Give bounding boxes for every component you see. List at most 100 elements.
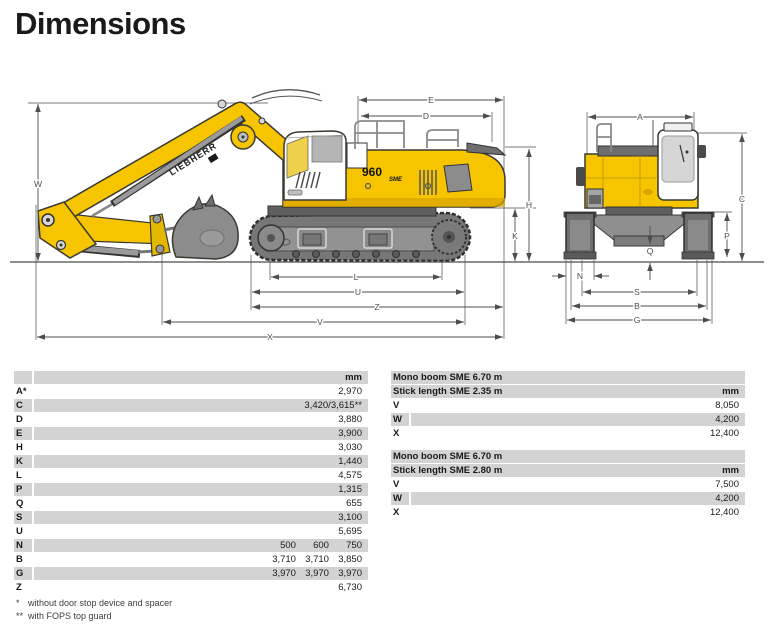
dimension-value: 4,200	[410, 491, 745, 506]
dim-label-e: E	[428, 95, 434, 105]
rear-view-machine	[563, 120, 715, 260]
footnote-text: with FOPS top guard	[28, 610, 112, 621]
footnotes: * without door stop device and spacer ** w…	[16, 597, 172, 622]
footnote: * without door stop device and spacer	[16, 597, 172, 610]
dimension-value: 3,100	[33, 510, 368, 525]
main-dimensions-table: mm A* 2,970 C 3,420/3,615** D 3,880 E 3,900 …	[14, 371, 368, 595]
table-row: E 3,900	[14, 426, 368, 441]
dimension-value: 3,970	[301, 566, 335, 581]
model-badge: 960	[362, 165, 382, 179]
dimension-label: Z	[14, 580, 34, 595]
hydraulic-hoses	[251, 89, 321, 99]
table-row: P 1,315	[14, 482, 368, 497]
dimension-value: 655	[33, 496, 368, 511]
table-row: U 5,695	[14, 524, 368, 539]
dimension-label: A*	[14, 384, 34, 399]
boom-header: Mono boom SME 6.70 m	[391, 450, 745, 464]
table-row: S 3,100	[14, 510, 368, 525]
side-view-machine: 960 SME LIEBHERR	[37, 89, 507, 263]
table-row: K 1,440	[14, 454, 368, 469]
dimension-label: W	[391, 491, 411, 506]
dimension-label: X	[391, 505, 411, 520]
dimension-label: H	[14, 440, 34, 455]
table-header-row: Stick length SME 2.35 m mm	[391, 384, 745, 399]
dimension-label: Q	[14, 496, 34, 511]
dim-label-k: K	[512, 231, 518, 241]
dimension-label: C	[14, 398, 34, 413]
boom-header: Mono boom SME 6.70 m	[391, 371, 745, 385]
table-header-row: mm	[14, 371, 368, 385]
dimension-value: 1,440	[33, 454, 368, 469]
liebherr-flag-icon	[207, 153, 219, 164]
dim-label-u: U	[355, 287, 361, 297]
table-row: B 3,710 3,710 3,850	[14, 552, 368, 567]
table-row: W 4,200	[391, 491, 745, 506]
dimension-value: 3,880	[33, 412, 368, 427]
dimension-value: 3,420/3,615**	[33, 398, 368, 413]
dim-label-w: W	[34, 179, 42, 189]
dimension-value: 1,315	[33, 482, 368, 497]
table-header-row: Mono boom SME 6.70 m	[391, 371, 745, 385]
dimension-label: P	[14, 482, 34, 497]
dimension-label: K	[14, 454, 34, 469]
stick-length-label: Stick length SME 2.80 m	[393, 465, 503, 476]
table-row: W 4,200	[391, 412, 745, 427]
table-row: D 3,880	[14, 412, 368, 427]
spacer-cell	[33, 566, 269, 581]
table-header-row: Stick length SME 2.80 m mm	[391, 463, 745, 478]
spacer-cell	[33, 538, 269, 553]
table-row: A* 2,970	[14, 384, 368, 399]
dimension-value: 3,710	[301, 552, 335, 567]
table-row: Z 6,730	[14, 580, 368, 595]
table-row: G 3,970 3,970 3,970	[14, 566, 368, 581]
table-row: X 12,400	[391, 505, 745, 520]
dimension-label: L	[14, 468, 34, 483]
dim-label-p: P	[724, 231, 730, 241]
dim-label-v: V	[317, 317, 323, 327]
dimension-label: B	[14, 552, 34, 567]
table-row: V 7,500	[391, 477, 745, 492]
dimension-label: N	[14, 538, 34, 553]
page-title: Dimensions	[15, 6, 186, 41]
dimension-label	[14, 371, 34, 385]
footnote-marker: **	[16, 610, 24, 621]
spacer-cell	[33, 552, 269, 567]
dim-label-g: G	[634, 315, 641, 325]
boom	[54, 103, 309, 223]
footnote: ** with FOPS top guard	[16, 610, 172, 623]
dim-label-z: Z	[374, 302, 379, 312]
dimension-value: 3,850	[334, 552, 368, 567]
cab-rear-window	[661, 135, 695, 183]
dim-label-c: C	[739, 194, 745, 204]
dim-label-l: L	[354, 272, 359, 282]
dimension-value: 6,730	[33, 580, 368, 595]
unit-header: mm	[33, 371, 368, 385]
dimension-value: 2,970	[33, 384, 368, 399]
dimension-label: G	[14, 566, 34, 581]
dim-label-s: S	[634, 287, 640, 297]
dim-label-d: D	[423, 111, 429, 121]
table-row: X 12,400	[391, 426, 745, 441]
table-row: V 8,050	[391, 398, 745, 413]
engine-vent-slats	[419, 170, 437, 195]
dimension-value: 12,400	[410, 426, 745, 441]
unit-header: mm	[722, 386, 739, 397]
footnote-marker: *	[16, 598, 20, 608]
handrail-rear	[596, 123, 612, 152]
mirror-right-icon	[697, 145, 706, 158]
cab-louvre	[295, 171, 321, 189]
table-row: C 3,420/3,615**	[14, 398, 368, 413]
dimension-value: 3,900	[33, 426, 368, 441]
cab-front-window	[286, 135, 309, 179]
dimension-value: 5,695	[33, 524, 368, 539]
dimension-value: 3,970	[334, 566, 368, 581]
dimension-value: 12,400	[410, 505, 745, 520]
dimension-diagram: 960 SME LIEBHERR	[10, 89, 764, 344]
dimension-value: 600	[301, 538, 335, 553]
dimension-value: 4,575	[33, 468, 368, 483]
dimension-label: S	[14, 510, 34, 525]
series-badge: SME	[389, 177, 403, 183]
dimension-label: E	[14, 426, 34, 441]
stick-length-label: Stick length SME 2.35 m	[393, 386, 503, 397]
